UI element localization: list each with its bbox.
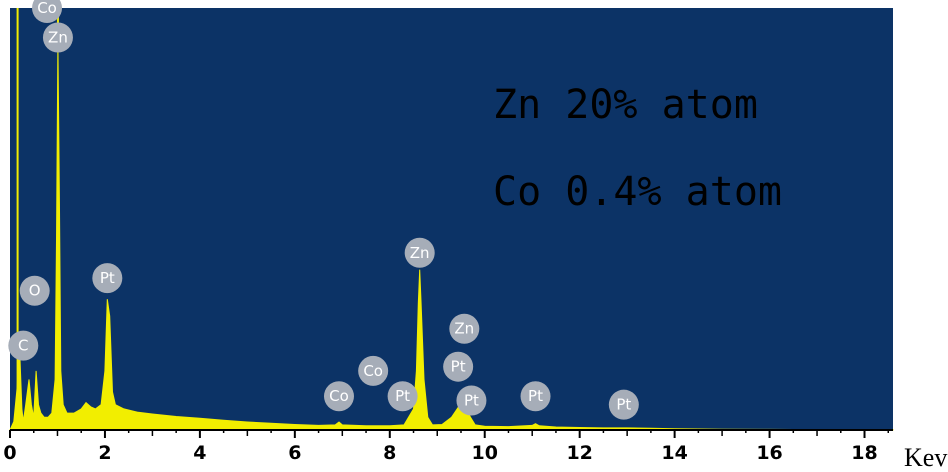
- peak-marker-co: Co: [323, 381, 354, 412]
- peak-marker-label: Co: [37, 0, 57, 17]
- peak-marker-circle: [387, 381, 418, 412]
- peak-marker-circle: [456, 385, 487, 416]
- peak-marker-circle: [42, 22, 73, 53]
- peak-marker-zn: Zn: [42, 22, 73, 53]
- peak-marker-label: Pt: [528, 387, 543, 405]
- peak-marker-label: Zn: [48, 29, 68, 47]
- peak-marker-pt: Pt: [608, 389, 639, 420]
- peak-marker-label: Co: [329, 387, 349, 405]
- peak-marker-circle: [443, 351, 474, 382]
- peak-marker-pt: Pt: [443, 351, 474, 382]
- x-axis: 0 2 4 6 8 10 12 14 16 18: [3, 429, 893, 464]
- x-tick-label: 10: [472, 442, 498, 464]
- peak-marker-label: Pt: [395, 387, 410, 405]
- peak-marker-circle: [19, 275, 50, 306]
- x-tick-label: 18: [851, 442, 877, 464]
- peak-marker-label: Zn: [410, 244, 430, 262]
- spectrum-series-0: [9, 41, 894, 431]
- peak-marker-label: O: [29, 282, 41, 300]
- peak-marker-zn: Zn: [449, 313, 480, 344]
- peak-marker-pt: Pt: [387, 381, 418, 412]
- x-tick-label: 6: [288, 442, 301, 464]
- x-tick-label: 2: [98, 442, 111, 464]
- x-axis-unit-label: Kev: [904, 443, 947, 472]
- peak-marker-circle: [323, 381, 354, 412]
- x-tick-label: 16: [756, 442, 782, 464]
- peak-marker-zn: Zn: [404, 237, 435, 268]
- peak-marker-co: Co: [358, 355, 389, 386]
- peak-marker-circle: [8, 330, 39, 361]
- peak-marker-label: Pt: [616, 396, 631, 414]
- peak-marker-circle: [358, 355, 389, 386]
- peak-marker-pt: Pt: [520, 381, 551, 412]
- x-tick-label: 14: [661, 442, 687, 464]
- peak-marker-circle: [449, 313, 480, 344]
- peak-marker-o: O: [19, 275, 50, 306]
- peak-marker-layer: Co Zn O C Pt Co Co Pt Zn Zn Pt Pt Pt Pt: [8, 0, 639, 420]
- peak-marker-label: C: [18, 337, 28, 355]
- peak-marker-label: Pt: [464, 391, 479, 409]
- peak-marker-label: Zn: [454, 320, 474, 338]
- x-tick-label: 8: [383, 442, 396, 464]
- x-tick-label: 4: [193, 442, 206, 464]
- peak-marker-pt: Pt: [456, 385, 487, 416]
- peak-marker-pt: Pt: [92, 263, 123, 294]
- peak-marker-circle: [92, 263, 123, 294]
- x-tick-label: 12: [566, 442, 592, 464]
- annotation-co-atom-percent: Co 0.4% atom: [493, 169, 782, 215]
- peak-marker-label: Pt: [100, 269, 115, 287]
- peak-marker-circle: [608, 389, 639, 420]
- peak-marker-circle: [32, 0, 63, 23]
- peak-marker-label: Pt: [451, 358, 466, 376]
- x-tick-label: 0: [3, 442, 16, 464]
- annotation-zn-atom-percent: Zn 20% atom: [493, 82, 758, 128]
- peak-marker-co: Co: [32, 0, 63, 23]
- peak-marker-circle: [404, 237, 435, 268]
- peak-marker-c: C: [8, 330, 39, 361]
- peak-marker-label: Co: [363, 362, 383, 380]
- peak-marker-circle: [520, 381, 551, 412]
